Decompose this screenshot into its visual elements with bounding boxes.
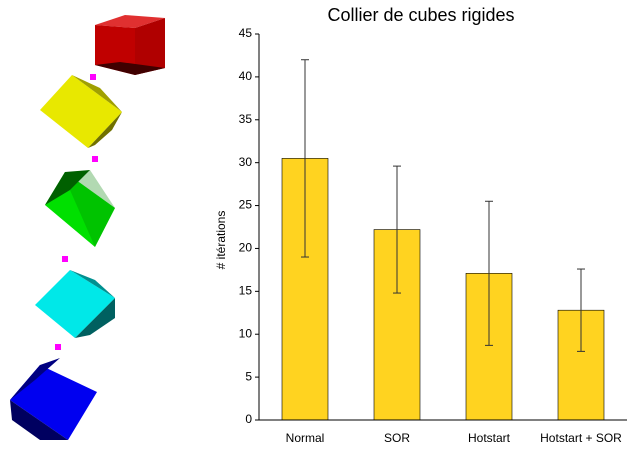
y-tick-label: 30	[239, 155, 253, 169]
y-tick-label: 0	[245, 412, 252, 426]
chart-title: Collier de cubes rigides	[327, 5, 514, 25]
y-tick-label: 10	[239, 326, 253, 340]
x-tick-label: Normal	[286, 431, 325, 445]
y-tick-label: 5	[245, 369, 252, 383]
x-tick-label: SOR	[384, 431, 410, 445]
cube-illustration	[10, 15, 165, 440]
y-tick-label: 35	[239, 112, 253, 126]
x-tick-label: Hotstart	[468, 431, 511, 445]
y-tick-label: 20	[239, 241, 253, 255]
y-tick-label: 45	[239, 26, 253, 40]
y-tick-label: 40	[239, 69, 253, 83]
y-tick-label: 25	[239, 198, 253, 212]
y-axis-label: # itérations	[214, 211, 228, 270]
x-tick-label: Hotstart + SOR	[540, 431, 622, 445]
y-tick-label: 15	[239, 284, 253, 298]
